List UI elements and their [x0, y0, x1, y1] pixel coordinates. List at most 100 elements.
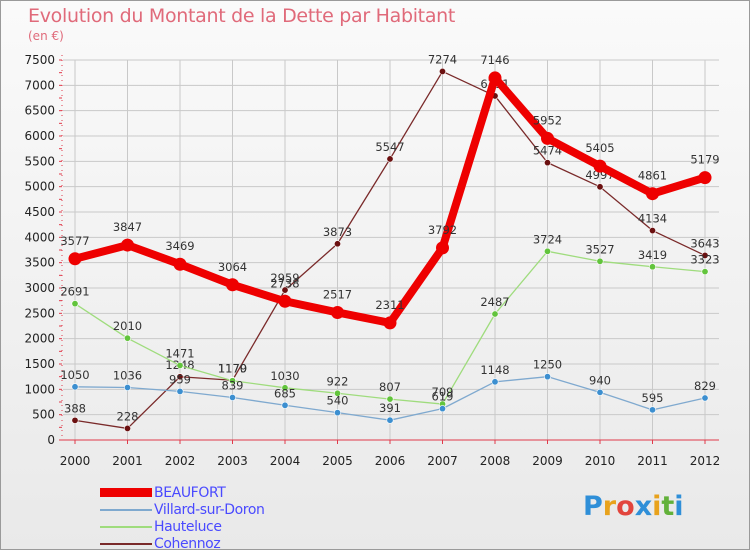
x-tick-label: 2002: [165, 454, 196, 468]
data-point: [281, 384, 289, 392]
data-label: 1471: [165, 346, 194, 360]
logo-letter: i: [652, 491, 662, 522]
data-label: 595: [642, 391, 664, 405]
y-tick-label: 2500: [24, 306, 55, 320]
y-tick-label: 5500: [24, 154, 55, 168]
y-tick-label: 5000: [24, 180, 55, 194]
data-label: 5405: [585, 141, 614, 155]
data-point: [386, 155, 394, 163]
data-label: 1250: [533, 358, 562, 372]
y-tick-label: 4000: [24, 230, 55, 244]
legend-item: Cohennoz: [100, 535, 264, 552]
data-point: [491, 378, 499, 386]
x-tick-label: 2012: [690, 454, 721, 468]
data-label: 3724: [533, 232, 562, 246]
data-point: [701, 268, 709, 276]
data-label: 685: [274, 386, 296, 400]
data-label: 3577: [60, 234, 89, 248]
x-tick-label: 2004: [270, 454, 301, 468]
logo-letter: x: [634, 491, 653, 522]
data-point: [488, 71, 502, 85]
x-tick-label: 2005: [322, 454, 353, 468]
data-label: 709: [432, 385, 454, 399]
data-label: 1179: [218, 361, 247, 375]
data-label: 2517: [323, 287, 352, 301]
data-point: [596, 388, 604, 396]
data-label: 1030: [270, 369, 299, 383]
data-point: [331, 305, 344, 319]
data-point: [229, 393, 237, 401]
data-label: 3847: [113, 220, 142, 234]
data-point: [333, 409, 341, 417]
y-tick-label: 1500: [24, 357, 55, 371]
proxiti-logo: Proxiti: [583, 491, 684, 522]
data-label: 4134: [638, 212, 667, 226]
data-label: 1050: [60, 368, 89, 382]
legend-label: BEAUFORT: [154, 484, 226, 501]
data-point: [229, 377, 237, 385]
data-label: 2959: [270, 271, 299, 285]
data-point: [173, 257, 187, 271]
logo-letter: o: [616, 491, 635, 522]
y-tick-label: 3000: [24, 281, 55, 295]
data-point: [541, 131, 554, 145]
x-tick-label: 2011: [637, 454, 668, 468]
data-point: [646, 187, 659, 201]
data-label: 3643: [690, 236, 719, 250]
data-point: [121, 238, 134, 252]
data-label: 3873: [323, 225, 352, 239]
data-point: [278, 294, 292, 308]
logo-letter: r: [602, 491, 617, 522]
data-point: [648, 263, 656, 271]
data-label: 3419: [638, 248, 667, 262]
x-tick-label: 2000: [60, 454, 91, 468]
data-label: 1036: [113, 369, 142, 383]
data-point: [383, 316, 397, 330]
y-tick-label: 6000: [24, 129, 55, 143]
data-point: [124, 424, 132, 432]
series-hauteluce: 2691 2010 1471 1170 1030 922 807 709 2487 3724 352…: [60, 232, 720, 408]
legend-item: Villard-sur-Doron: [100, 501, 265, 518]
data-label: 829: [694, 379, 716, 393]
data-point: [593, 159, 607, 173]
data-point: [596, 183, 604, 191]
data-point: [698, 171, 712, 185]
legend-swatch: [100, 508, 152, 511]
data-point: [176, 387, 184, 395]
legend-item: BEAUFORT: [100, 484, 264, 501]
data-label: 4861: [638, 169, 667, 183]
legend-label: Cohennoz: [154, 535, 221, 552]
data-label: 2738: [270, 276, 299, 290]
data-label: 940: [589, 373, 611, 387]
y-tick-label: 0: [47, 433, 55, 447]
logo-letter: t: [661, 491, 675, 522]
data-point: [436, 241, 449, 255]
x-tick-label: 2001: [112, 454, 143, 468]
data-label: 3469: [165, 239, 194, 253]
data-point: [176, 373, 184, 381]
data-label: 922: [327, 374, 349, 388]
data-label: 2010: [113, 319, 142, 333]
data-point: [701, 394, 709, 402]
data-point: [543, 373, 551, 381]
data-label: 807: [379, 380, 401, 394]
data-point: [176, 361, 184, 369]
legend-swatch: [100, 488, 152, 497]
y-tick-label: 7500: [24, 53, 55, 67]
data-label: 959: [169, 372, 191, 386]
y-tick-label: 3500: [24, 256, 55, 270]
series-beaufort: 3577 3847 3469 3064 2738 2517 2311 3792 7146 5952…: [60, 53, 720, 330]
data-label: 1148: [480, 363, 509, 377]
data-label: 1170: [218, 362, 247, 376]
x-tick-label: 2010: [585, 454, 616, 468]
legend-swatch: [100, 525, 152, 528]
data-label: 839: [222, 378, 244, 392]
data-label: 3527: [585, 242, 614, 256]
x-tick-label: 2008: [480, 454, 511, 468]
data-point: [438, 405, 446, 413]
data-label: 2691: [60, 285, 89, 299]
y-tick-label: 4500: [24, 205, 55, 219]
x-tick-label: 2006: [375, 454, 406, 468]
